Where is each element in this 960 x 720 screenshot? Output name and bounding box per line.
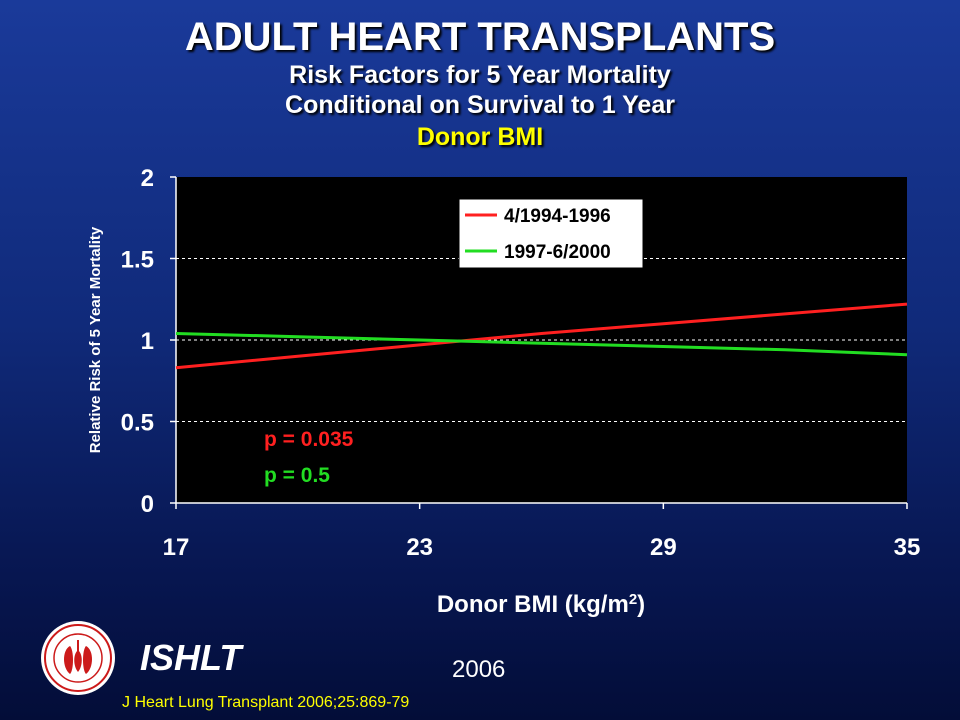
y-tick-label: 0.5 bbox=[121, 410, 154, 437]
title-block: ADULT HEART TRANSPLANTS Risk Factors for… bbox=[0, 14, 960, 154]
legend: 4/1994-1996 1997-6/2000 bbox=[458, 198, 644, 269]
subtitle-line-2: Conditional on Survival to 1 Year bbox=[285, 91, 675, 119]
x-tick-label: 23 bbox=[406, 534, 433, 561]
y-tick-label: 1.5 bbox=[121, 247, 154, 274]
series-line-2 bbox=[175, 332, 908, 357]
series-line-1 bbox=[175, 302, 908, 370]
subtitle-line-1: Risk Factors for 5 Year Mortality bbox=[289, 61, 671, 89]
x-tick-label: 35 bbox=[894, 534, 921, 561]
axes: 0 0.5 1 1.5 2 17 23 29 35 bbox=[121, 165, 921, 561]
y-tick-label: 2 bbox=[141, 165, 154, 192]
legend-label-series-1: 4/1994-1996 bbox=[504, 206, 611, 227]
x-axis-title: Donor BMI (kg/m2) bbox=[437, 591, 645, 619]
y-axis-title: Relative Risk of 5 Year Mortality bbox=[87, 226, 104, 453]
x-tick-label: 29 bbox=[650, 534, 677, 561]
citation: J Heart Lung Transplant 2006;25:869-79 bbox=[122, 694, 410, 711]
x-tick-label: 17 bbox=[163, 534, 190, 561]
ishlt-logo bbox=[41, 621, 115, 695]
org-label: ISHLT bbox=[140, 637, 242, 678]
gridlines bbox=[176, 258, 907, 422]
y-tick-label: 1 bbox=[141, 328, 154, 355]
p-value-annotation-series-1: p = 0.035 bbox=[264, 428, 354, 451]
legend-label-series-2: 1997-6/2000 bbox=[504, 242, 611, 263]
subtitle-line-3: Donor BMI bbox=[416, 123, 544, 151]
year-label: 2006 bbox=[452, 656, 506, 683]
legend-box bbox=[458, 198, 644, 269]
page-title: ADULT HEART TRANSPLANTS bbox=[184, 15, 776, 59]
y-tick-label: 0 bbox=[141, 491, 154, 518]
p-value-annotation-series-2: p = 0.5 bbox=[264, 464, 330, 487]
series-lines bbox=[175, 302, 908, 370]
